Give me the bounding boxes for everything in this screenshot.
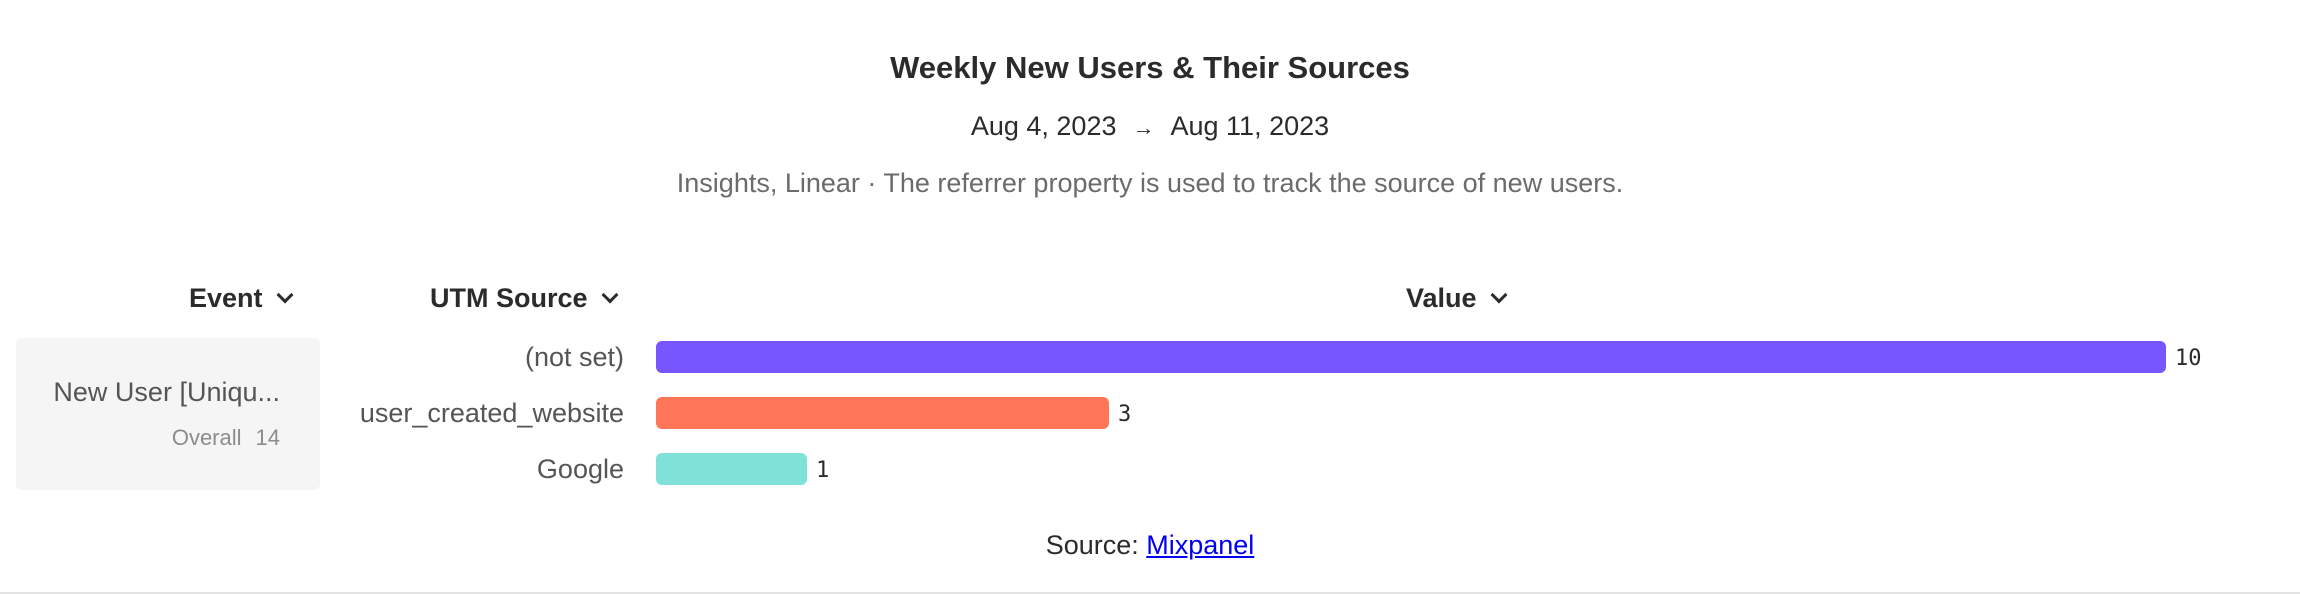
event-column-label: Event: [189, 283, 263, 313]
overall-value: 14: [255, 425, 280, 450]
chart-subtitle: Insights, Linear · The referrer property…: [676, 168, 1624, 198]
category-label: user_created_website: [360, 398, 624, 428]
bar-value-label: 10: [2175, 346, 2202, 371]
utm-source-column-label: UTM Source: [430, 283, 588, 313]
chevron-down-icon: [276, 286, 294, 304]
chevron-down-icon: [601, 286, 619, 304]
date-start: Aug 4, 2023: [970, 111, 1117, 141]
source-line: Source: Mixpanel: [0, 527, 2300, 563]
value-column-header[interactable]: Value: [1406, 280, 1508, 316]
bar[interactable]: [656, 397, 1109, 429]
bottom-divider: [0, 592, 2300, 594]
utm-source-column-header[interactable]: UTM Source: [430, 280, 619, 316]
event-column-header[interactable]: Event: [189, 280, 294, 316]
chart-title: Weekly New Users & Their Sources: [890, 50, 1410, 85]
event-overall: Overall 14: [172, 424, 280, 452]
category-label: (not set): [525, 342, 624, 372]
bar[interactable]: [656, 341, 2166, 373]
event-name: New User [Uniqu...: [53, 377, 280, 407]
chevron-down-icon: [1490, 286, 1508, 304]
bar-value-label: 1: [816, 458, 829, 483]
source-prefix: Source:: [1045, 530, 1147, 560]
bar-chart: (not set) 10 user_created_website 3 Google 1: [360, 341, 2202, 485]
source-link[interactable]: Mixpanel: [1146, 530, 1255, 560]
category-label: Google: [537, 454, 624, 484]
overall-label: Overall: [171, 425, 242, 450]
value-column-label: Value: [1406, 283, 1477, 313]
date-end: Aug 11, 2023: [1170, 111, 1330, 141]
event-card[interactable]: New User [Uniqu... Overall 14: [16, 338, 320, 490]
date-range: Aug 4, 2023 → Aug 11, 2023: [0, 108, 2300, 146]
bar[interactable]: [656, 453, 807, 485]
bar-value-label: 3: [1118, 402, 1131, 427]
arrow-right-icon: →: [1132, 115, 1155, 140]
